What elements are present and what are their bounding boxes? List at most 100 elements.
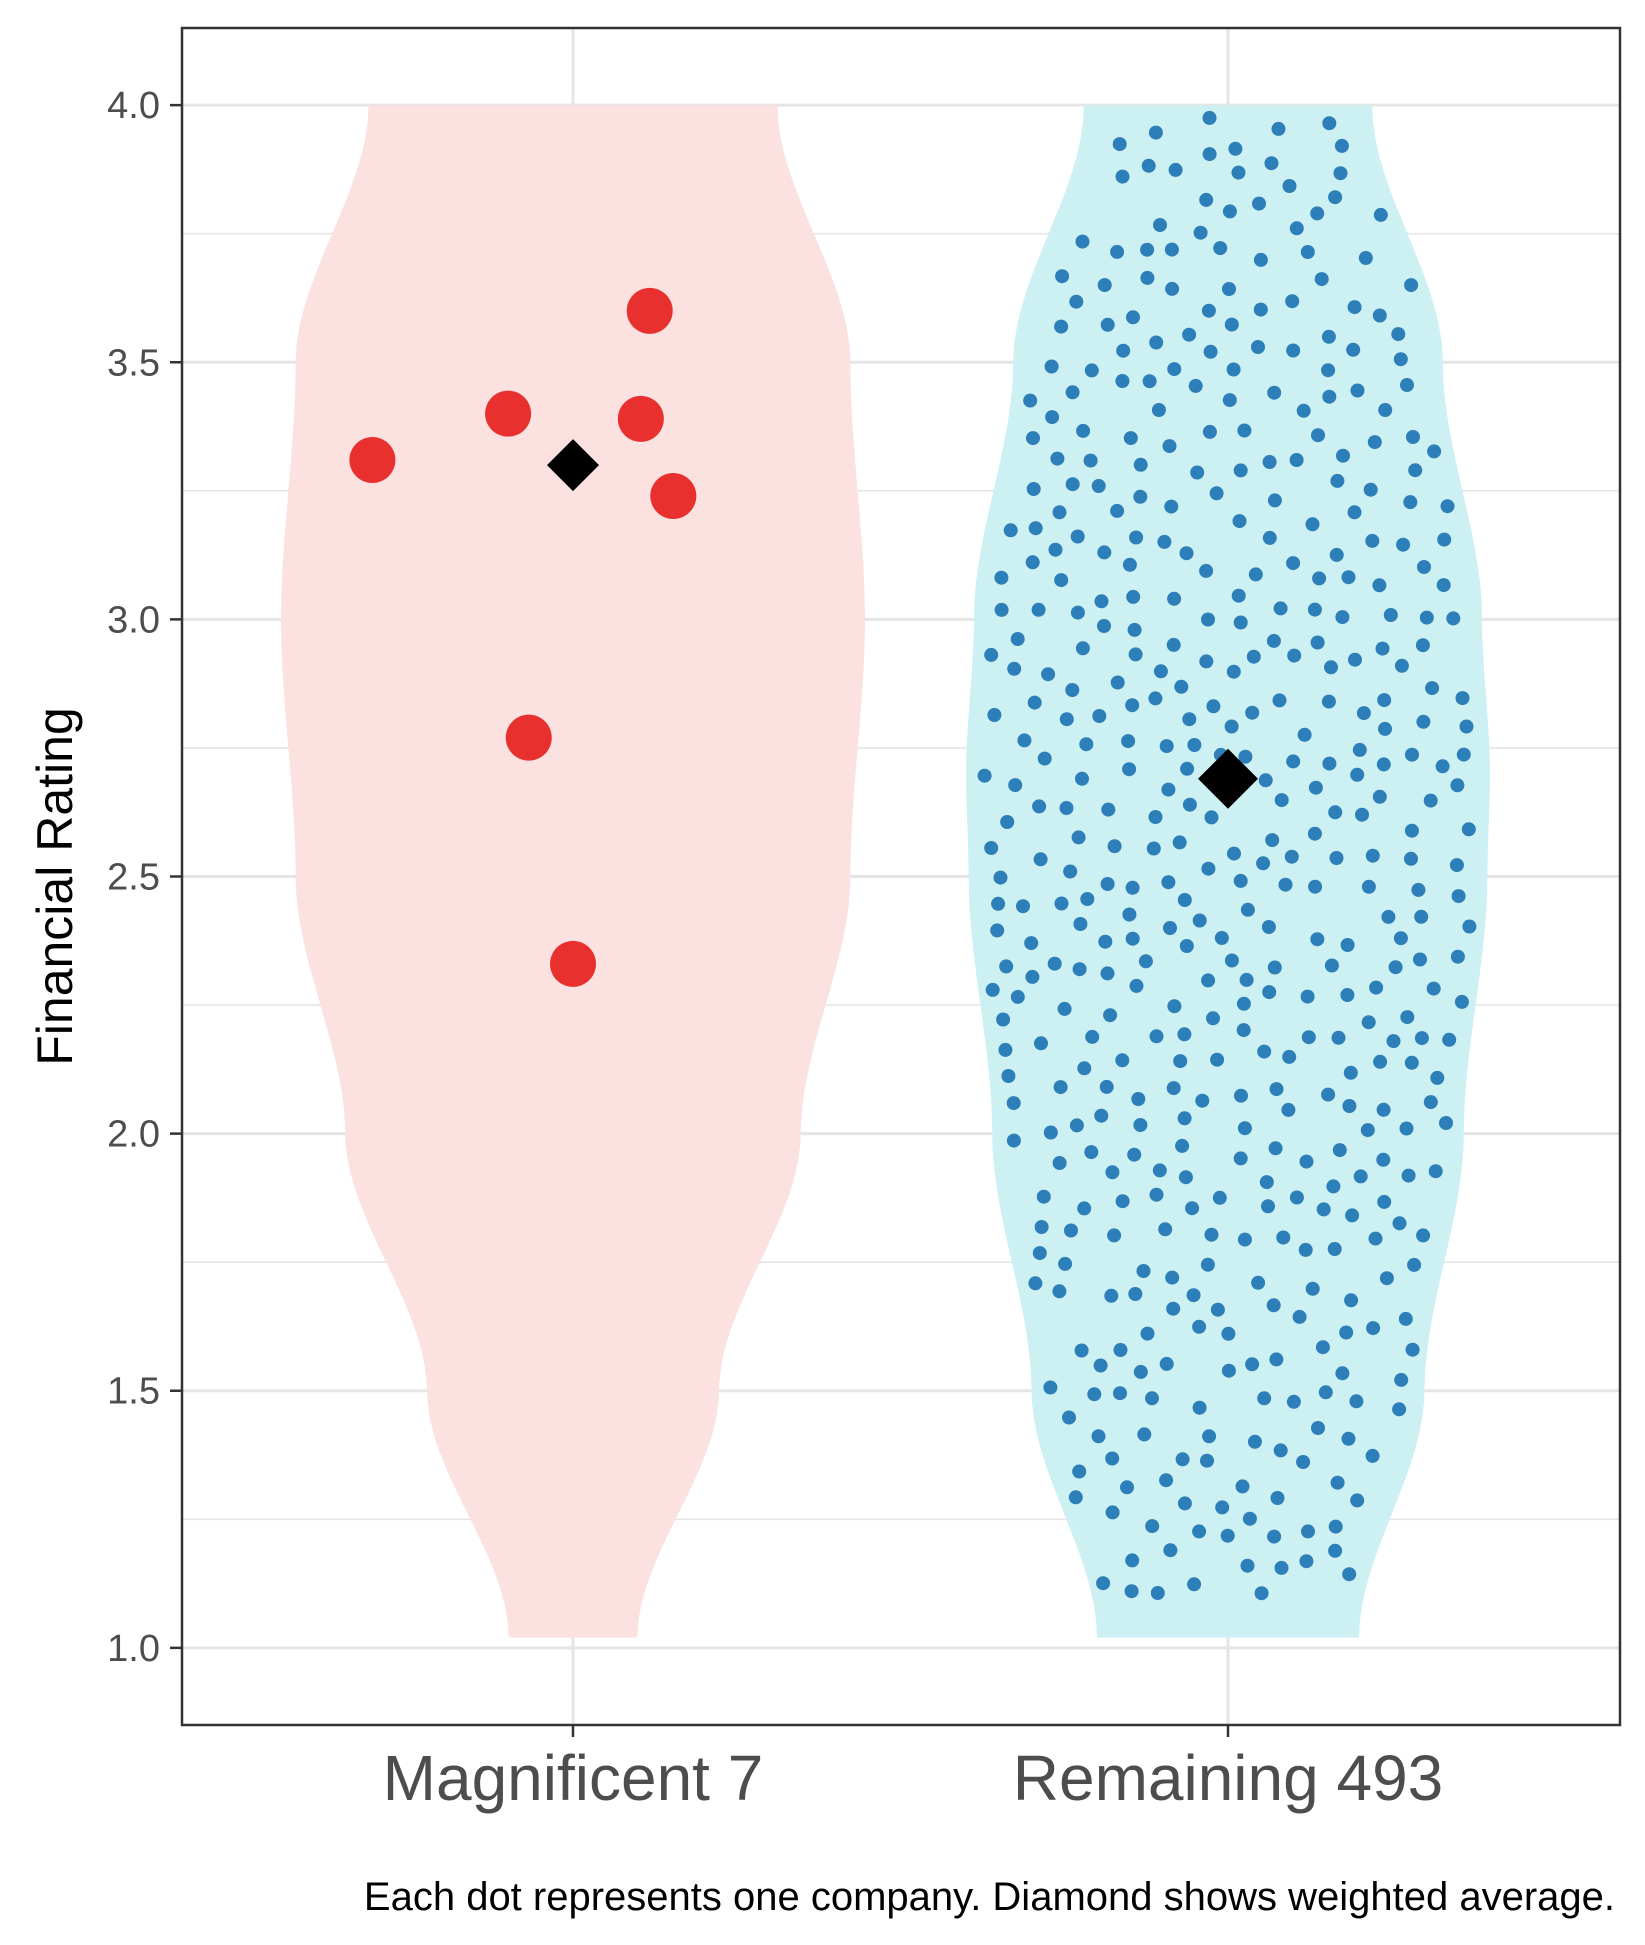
remaining-493-dot	[1075, 771, 1089, 786]
remaining-493-dot	[1367, 435, 1382, 450]
remaining-493-dot	[1043, 1380, 1058, 1395]
remaining-493-dot	[1222, 393, 1237, 408]
remaining-493-dot	[1221, 1363, 1236, 1378]
remaining-493-dot	[1072, 962, 1087, 977]
remaining-493-dot	[1113, 1343, 1128, 1357]
remaining-493-dot	[1159, 1473, 1174, 1488]
remaining-493-dot	[1125, 931, 1140, 946]
remaining-493-dot	[1043, 1125, 1058, 1140]
remaining-493-dot	[1069, 294, 1084, 309]
remaining-493-dot	[1177, 1496, 1192, 1511]
remaining-493-dot	[1128, 1287, 1143, 1301]
remaining-493-dot	[1145, 1519, 1160, 1534]
remaining-493-dot	[1261, 920, 1276, 934]
remaining-493-dot	[1442, 1032, 1457, 1047]
remaining-493-dot	[1127, 1147, 1142, 1162]
remaining-493-dot	[1339, 1325, 1354, 1340]
remaining-493-dot	[1231, 165, 1246, 180]
remaining-493-dot	[1077, 1201, 1092, 1216]
remaining-493-dot	[1202, 1429, 1217, 1444]
remaining-493-dot	[1358, 251, 1373, 265]
remaining-493-dot	[1379, 1271, 1394, 1286]
remaining-493-dot	[1332, 1143, 1347, 1158]
remaining-493-dot	[1328, 190, 1343, 205]
remaining-493-dot	[1392, 1402, 1407, 1417]
remaining-493-dot	[1376, 1102, 1391, 1117]
remaining-493-dot	[1142, 374, 1157, 389]
remaining-493-dot	[1377, 693, 1392, 708]
remaining-493-dot	[1148, 810, 1163, 824]
remaining-493-dot	[1289, 1190, 1304, 1205]
remaining-493-dot	[1178, 1170, 1193, 1185]
remaining-493-dot	[1373, 1054, 1388, 1069]
remaining-493-dot	[1261, 1199, 1275, 1214]
remaining-493-dot	[1199, 654, 1214, 669]
remaining-493-dot	[1084, 1145, 1099, 1160]
remaining-493-dot	[1391, 327, 1406, 342]
remaining-493-dot	[1203, 344, 1218, 359]
remaining-493-dot	[1270, 1491, 1285, 1505]
remaining-493-dot	[1318, 1385, 1333, 1400]
remaining-493-dot	[1165, 1270, 1180, 1285]
remaining-493-dot	[1094, 594, 1109, 609]
remaining-493-dot	[1120, 1480, 1134, 1495]
remaining-493-dot	[1177, 893, 1192, 907]
remaining-493-dot	[1427, 444, 1442, 459]
remaining-493-dot	[1413, 952, 1427, 967]
remaining-493-dot	[1408, 463, 1423, 478]
remaining-493-dot	[1110, 675, 1125, 690]
remaining-493-dot	[1122, 557, 1137, 572]
remaining-493-dot	[1286, 343, 1301, 358]
remaining-493-dot	[1149, 335, 1164, 350]
remaining-493-dot	[1451, 889, 1466, 904]
x-category-label: Magnificent 7	[383, 1742, 764, 1814]
remaining-493-dot	[1017, 733, 1032, 748]
remaining-493-dot	[1305, 517, 1320, 532]
remaining-493-dot	[1227, 846, 1241, 861]
remaining-493-dot	[1355, 807, 1369, 822]
remaining-493-dot	[1372, 789, 1387, 804]
remaining-493-dot	[1312, 571, 1327, 586]
remaining-493-dot	[1164, 499, 1179, 514]
remaining-493-dot	[1350, 383, 1365, 398]
remaining-493-dot	[1274, 1560, 1289, 1575]
remaining-493-dot	[1115, 374, 1130, 388]
remaining-493-dot	[1226, 362, 1241, 377]
remaining-493-dot	[1138, 954, 1153, 969]
remaining-493-dot	[1007, 661, 1022, 676]
remaining-493-dot	[1267, 1529, 1282, 1544]
remaining-493-dot	[1103, 1008, 1118, 1023]
remaining-493-dot	[1034, 1036, 1048, 1051]
remaining-493-dot	[1032, 1246, 1047, 1261]
remaining-493-dot	[1125, 1553, 1140, 1568]
remaining-493-dot	[1190, 465, 1205, 480]
remaining-493-dot	[1321, 1087, 1336, 1102]
remaining-493-dot	[1316, 1202, 1331, 1217]
remaining-493-dot	[996, 1012, 1011, 1027]
remaining-493-dot	[1222, 282, 1236, 296]
remaining-493-dot	[1240, 1558, 1255, 1573]
remaining-493-dot	[1087, 1387, 1102, 1402]
remaining-493-dot	[1076, 423, 1091, 438]
remaining-493-dot	[1461, 822, 1476, 837]
remaining-493-dot	[1307, 826, 1322, 841]
remaining-493-dot	[1376, 1152, 1391, 1167]
remaining-493-dot	[998, 1042, 1013, 1057]
remaining-493-dot	[1456, 747, 1471, 762]
remaining-493-dot	[1366, 1321, 1381, 1336]
remaining-493-dot	[1057, 1001, 1072, 1016]
remaining-493-dot	[1240, 902, 1255, 917]
axes: 1.0 1.5 2.0 2.5 3.0 3.5 4.0 Magnificent 7 Remain…	[107, 85, 1443, 1814]
remaining-493-dot	[1262, 455, 1277, 469]
remaining-493-dot	[1311, 428, 1325, 443]
remaining-493-dot	[1121, 734, 1136, 749]
violin-magnificent-7	[281, 105, 865, 1638]
remaining-493-dot	[1175, 1452, 1190, 1467]
remaining-493-dot	[1343, 1065, 1358, 1080]
remaining-493-dot	[1158, 1222, 1173, 1237]
remaining-493-dot	[1425, 681, 1440, 696]
remaining-493-dot	[1204, 810, 1219, 825]
remaining-493-dot	[1222, 204, 1237, 219]
remaining-493-dot	[1400, 1010, 1415, 1025]
remaining-493-dot	[1224, 719, 1239, 734]
